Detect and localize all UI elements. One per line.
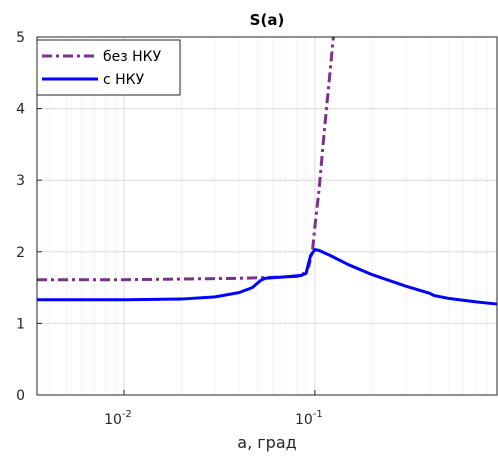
legend-box — [36, 39, 181, 96]
legend: без НКУ с НКУ — [36, 39, 181, 96]
chart-title: S(a) — [250, 11, 285, 29]
y-tick-label: 5 — [16, 30, 25, 46]
x-tick-label: 10-2 — [104, 409, 132, 428]
x-tick-label: 10-1 — [295, 409, 323, 428]
x-axis-label: a, град — [237, 433, 296, 452]
legend-label-s-nku: с НКУ — [103, 72, 145, 88]
series-line-1 — [37, 248, 498, 306]
y-tick-label: 4 — [16, 102, 25, 118]
y-tick-label: 3 — [16, 173, 25, 189]
legend-label-bez-nku: без НКУ — [103, 49, 162, 65]
axes-layer: 0 1 2 3 4 5 10-2 10-1 — [16, 30, 498, 428]
y-tick-label: 0 — [16, 388, 25, 404]
axes-box — [36, 36, 498, 396]
series-layer — [37, 36, 498, 306]
y-tick-label: 1 — [16, 316, 25, 332]
y-tick-label: 2 — [16, 245, 25, 261]
